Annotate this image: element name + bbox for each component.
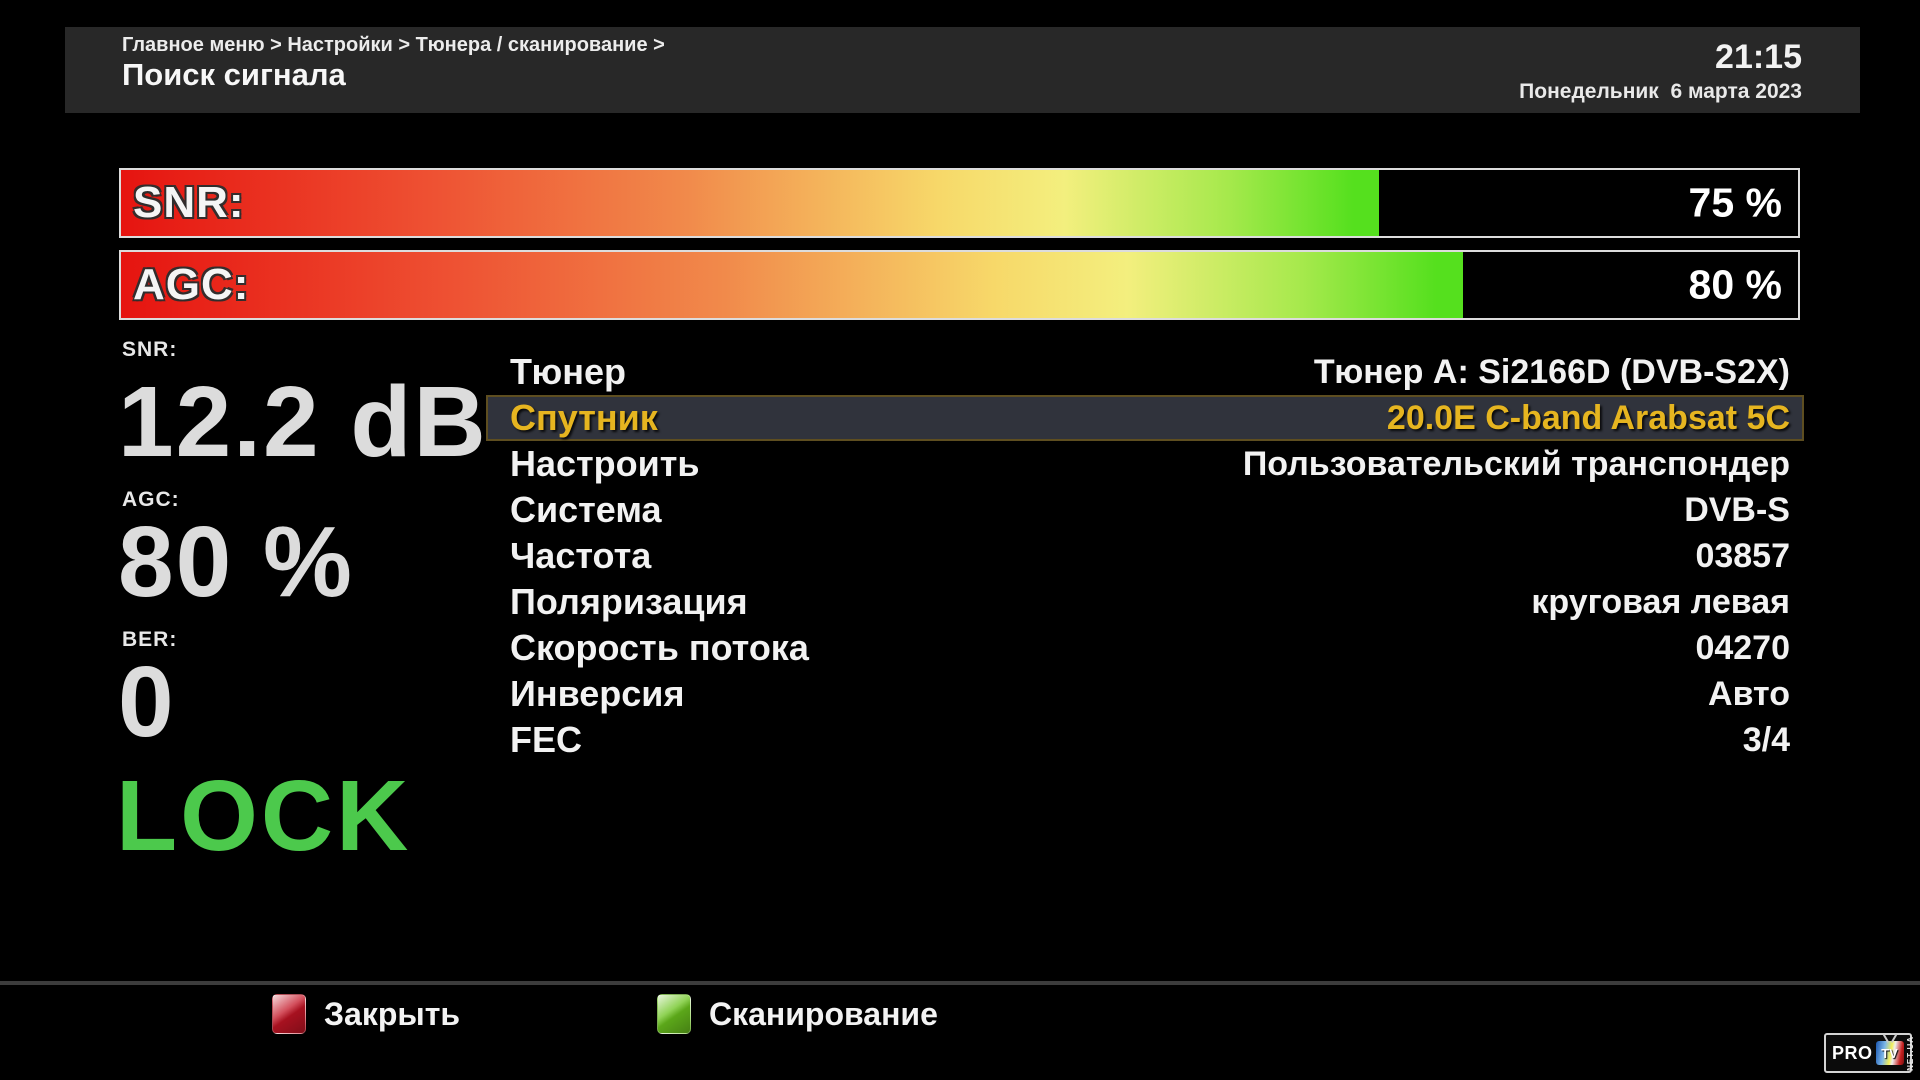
row-label: Инверсия (510, 673, 685, 714)
snr-progress-bar: SNR: 75 % (119, 168, 1800, 238)
tv-icon-label: TV (1881, 1045, 1898, 1061)
agc-metric-label: AGC: (122, 488, 180, 511)
agc-bar-percent: 80 % (1688, 261, 1782, 308)
row-label: Частота (510, 535, 652, 576)
row-label: FEC (510, 719, 582, 760)
row-label: Поляризация (510, 581, 748, 622)
settings-row-fec[interactable]: FEC 3/4 (486, 717, 1804, 763)
row-label: Скорость потока (510, 627, 809, 668)
settings-list: Тюнер Тюнер A: Si2166D (DVB-S2X) Спутник… (486, 349, 1804, 763)
row-label: Тюнер (510, 351, 627, 392)
tv-icon: TV (1875, 1041, 1904, 1065)
row-value: Пользовательский транспондер (1242, 444, 1790, 483)
settings-row-system[interactable]: Система DVB-S (486, 487, 1804, 533)
close-button-label: Закрыть (324, 995, 461, 1032)
row-value: круговая левая (1531, 582, 1790, 621)
row-value: 03857 (1695, 536, 1790, 575)
agc-bar-label: AGC: (133, 260, 250, 309)
row-value: DVB-S (1684, 490, 1790, 529)
snr-bar-fill (121, 170, 1379, 236)
page-title: Поиск сигнала (122, 57, 346, 92)
snr-bar-label: SNR: (133, 178, 245, 227)
ber-metric-label: BER: (122, 628, 178, 651)
scan-button-label: Сканирование (709, 995, 938, 1032)
red-key-icon (272, 994, 306, 1034)
header-bar: Главное меню > Настройки > Тюнера / скан… (65, 27, 1860, 113)
protv-logo-text: PRO (1832, 1042, 1873, 1063)
agc-bar-fill (121, 252, 1463, 318)
row-value: 3/4 (1742, 720, 1790, 759)
breadcrumb: Главное меню > Настройки > Тюнера / скан… (122, 34, 665, 56)
row-value: 20.0E C-band Arabsat 5C (1386, 398, 1790, 437)
settings-row-configure[interactable]: Настроить Пользовательский транспондер (486, 441, 1804, 487)
protv-logo-domain: NET.UA (1905, 1035, 1915, 1071)
green-key-icon (657, 994, 691, 1034)
close-button[interactable]: Закрыть (272, 993, 460, 1035)
snr-metric-value: 12.2 dB (118, 366, 488, 478)
snr-metric-label: SNR: (122, 338, 178, 361)
scan-button[interactable]: Сканирование (657, 993, 938, 1035)
clock: 21:15 (1715, 38, 1802, 76)
agc-metric-value: 80 % (118, 506, 354, 618)
settings-row-satellite[interactable]: Спутник 20.0E C-band Arabsat 5C (486, 395, 1804, 441)
row-value: Авто (1708, 674, 1790, 713)
date: Понедельник 6 марта 2023 (1519, 80, 1802, 103)
row-label: Спутник (510, 397, 658, 438)
row-label: Система (510, 489, 662, 530)
agc-progress-bar: AGC: 80 % (119, 250, 1800, 320)
settings-row-polarization[interactable]: Поляризация круговая левая (486, 579, 1804, 625)
row-value: 04270 (1695, 628, 1790, 667)
footer-divider (0, 981, 1920, 985)
row-label: Настроить (510, 443, 700, 484)
settings-row-inversion[interactable]: Инверсия Авто (486, 671, 1804, 717)
protv-logo: PRO TV NET.UA (1824, 1033, 1915, 1073)
snr-bar-percent: 75 % (1688, 179, 1782, 226)
lock-status: LOCK (116, 760, 412, 872)
settings-row-symbol-rate[interactable]: Скорость потока 04270 (486, 625, 1804, 671)
row-value: Тюнер A: Si2166D (DVB-S2X) (1313, 352, 1790, 391)
settings-row-frequency[interactable]: Частота 03857 (486, 533, 1804, 579)
ber-metric-value: 0 (118, 646, 176, 758)
settings-row-tuner[interactable]: Тюнер Тюнер A: Si2166D (DVB-S2X) (486, 349, 1804, 395)
